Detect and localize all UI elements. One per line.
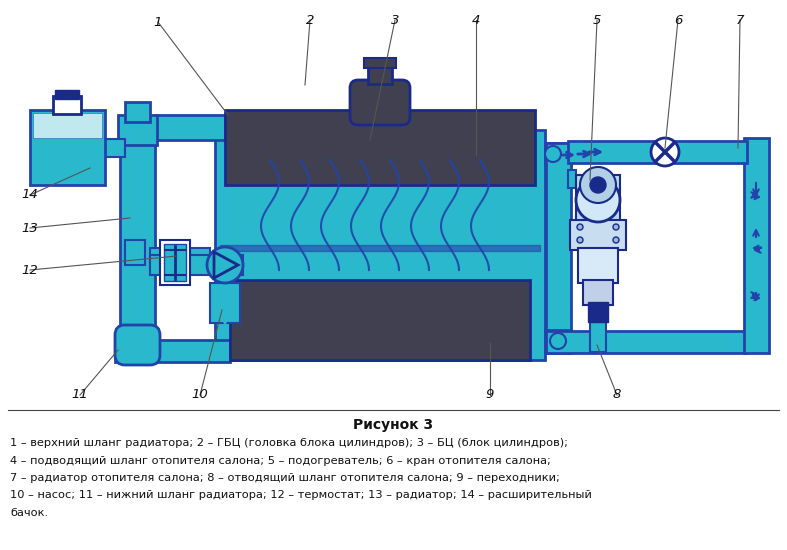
Bar bbox=[30, 110, 105, 185]
Bar bbox=[118, 115, 157, 145]
Bar bbox=[368, 62, 392, 84]
Circle shape bbox=[613, 224, 619, 230]
Bar bbox=[230, 280, 530, 360]
Text: 2: 2 bbox=[306, 14, 314, 26]
Text: 10: 10 bbox=[191, 388, 209, 401]
Bar bbox=[210, 283, 240, 323]
Bar bbox=[155, 115, 225, 140]
Polygon shape bbox=[214, 252, 238, 278]
Circle shape bbox=[577, 237, 583, 243]
Text: 1: 1 bbox=[153, 15, 162, 29]
Bar bbox=[588, 302, 608, 322]
Text: 4: 4 bbox=[472, 14, 480, 26]
Circle shape bbox=[590, 177, 606, 193]
Text: бачок.: бачок. bbox=[10, 508, 48, 518]
Text: 14: 14 bbox=[21, 189, 39, 201]
Circle shape bbox=[651, 138, 679, 166]
Text: 6: 6 bbox=[674, 14, 682, 26]
Bar bbox=[160, 240, 190, 285]
Bar bbox=[115, 340, 230, 362]
Bar bbox=[568, 141, 747, 163]
Text: 7: 7 bbox=[736, 14, 745, 26]
Text: 4 – подводящий шланг отопителя салона; 5 – подогреватель; 6 – кран отопителя сал: 4 – подводящий шланг отопителя салона; 5… bbox=[10, 455, 551, 465]
Bar bbox=[545, 143, 571, 165]
Bar bbox=[220, 245, 540, 251]
Circle shape bbox=[207, 247, 243, 283]
Bar bbox=[744, 138, 769, 353]
Circle shape bbox=[577, 224, 583, 230]
Text: 8: 8 bbox=[613, 388, 621, 401]
Text: 10 – насос; 11 – нижний шланг радиатора; 12 – термостат; 13 – радиатор; 14 – рас: 10 – насос; 11 – нижний шланг радиатора;… bbox=[10, 491, 592, 501]
Circle shape bbox=[576, 178, 620, 222]
Bar bbox=[578, 248, 618, 283]
Circle shape bbox=[613, 237, 619, 243]
Bar bbox=[546, 331, 746, 353]
Bar bbox=[583, 280, 613, 305]
Bar bbox=[225, 110, 535, 185]
Bar bbox=[53, 96, 81, 114]
Circle shape bbox=[550, 333, 566, 349]
FancyBboxPatch shape bbox=[350, 80, 410, 125]
Bar bbox=[545, 330, 571, 352]
Bar bbox=[570, 220, 626, 250]
Text: 1 – верхний шланг радиатора; 2 – ГБЦ (головка блока цилиндров); 3 – БЦ (блок цил: 1 – верхний шланг радиатора; 2 – ГБЦ (го… bbox=[10, 438, 568, 448]
Bar bbox=[364, 58, 396, 68]
Text: 13: 13 bbox=[21, 222, 39, 234]
Text: 5: 5 bbox=[593, 14, 601, 26]
Bar bbox=[120, 120, 155, 355]
Text: 7 – радиатор отопителя салона; 8 – отводящий шланг отопителя салона; 9 – переход: 7 – радиатор отопителя салона; 8 – отвод… bbox=[10, 473, 560, 483]
Bar bbox=[164, 244, 186, 281]
Bar bbox=[190, 248, 210, 266]
Bar bbox=[55, 90, 79, 99]
Bar bbox=[150, 255, 212, 275]
Bar bbox=[215, 130, 545, 360]
Bar bbox=[125, 102, 150, 122]
Bar bbox=[150, 248, 165, 266]
Bar bbox=[33, 113, 102, 138]
Text: 3: 3 bbox=[391, 14, 399, 26]
Circle shape bbox=[545, 146, 561, 162]
Bar bbox=[576, 175, 620, 225]
Circle shape bbox=[580, 167, 616, 203]
Bar bbox=[220, 255, 243, 275]
Text: Рисунок 3: Рисунок 3 bbox=[353, 418, 433, 432]
Bar bbox=[568, 170, 576, 188]
Bar bbox=[590, 322, 606, 352]
FancyBboxPatch shape bbox=[115, 325, 160, 365]
Bar bbox=[546, 143, 571, 353]
Bar bbox=[125, 240, 145, 265]
Text: 11: 11 bbox=[72, 388, 88, 401]
Bar bbox=[105, 139, 125, 157]
Text: 9: 9 bbox=[486, 388, 494, 401]
Text: 12: 12 bbox=[21, 263, 39, 277]
